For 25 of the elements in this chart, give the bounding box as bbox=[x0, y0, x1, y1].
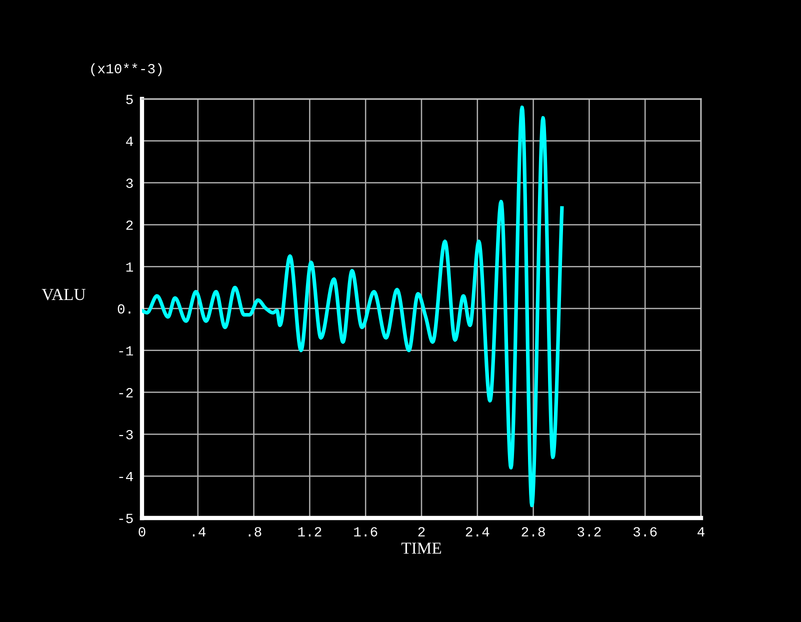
y-tick-label: 5 bbox=[126, 94, 133, 104]
x-tick-label: 1.2 bbox=[298, 527, 322, 536]
y-tick-label: 0. bbox=[118, 304, 130, 314]
x-tick-label: 3.2 bbox=[578, 527, 601, 537]
y-axis-title: VALU bbox=[42, 288, 86, 300]
x-tick-label: 2.4 bbox=[466, 527, 490, 536]
y-tick-label: -3 bbox=[119, 430, 133, 440]
text: (x10**-3) bbox=[91, 63, 162, 76]
y-tick-label: -1 bbox=[119, 346, 133, 356]
y-tick-label: -5 bbox=[119, 514, 133, 524]
y-tick-label: -4 bbox=[119, 472, 133, 482]
x-tick-label: 1.6 bbox=[354, 527, 378, 537]
x-tick-label: 0 bbox=[138, 527, 146, 537]
x-tick-label: .8 bbox=[248, 527, 262, 537]
y-tick-label: 4 bbox=[126, 136, 133, 146]
x-tick-label: 3.6 bbox=[633, 527, 657, 537]
x-axis-title: TIME bbox=[401, 542, 442, 554]
y-tick-label: 2 bbox=[126, 220, 133, 230]
y-tick-label: 1 bbox=[126, 262, 133, 272]
x-tick-label: 2 bbox=[418, 527, 425, 536]
x-tick-label: .4 bbox=[192, 527, 206, 536]
x-tick-label: 4 bbox=[698, 527, 704, 536]
y-tick-label: 3 bbox=[126, 178, 133, 188]
y-tick-label: -2 bbox=[119, 388, 133, 398]
x-tick-label: 2.8 bbox=[522, 527, 545, 537]
